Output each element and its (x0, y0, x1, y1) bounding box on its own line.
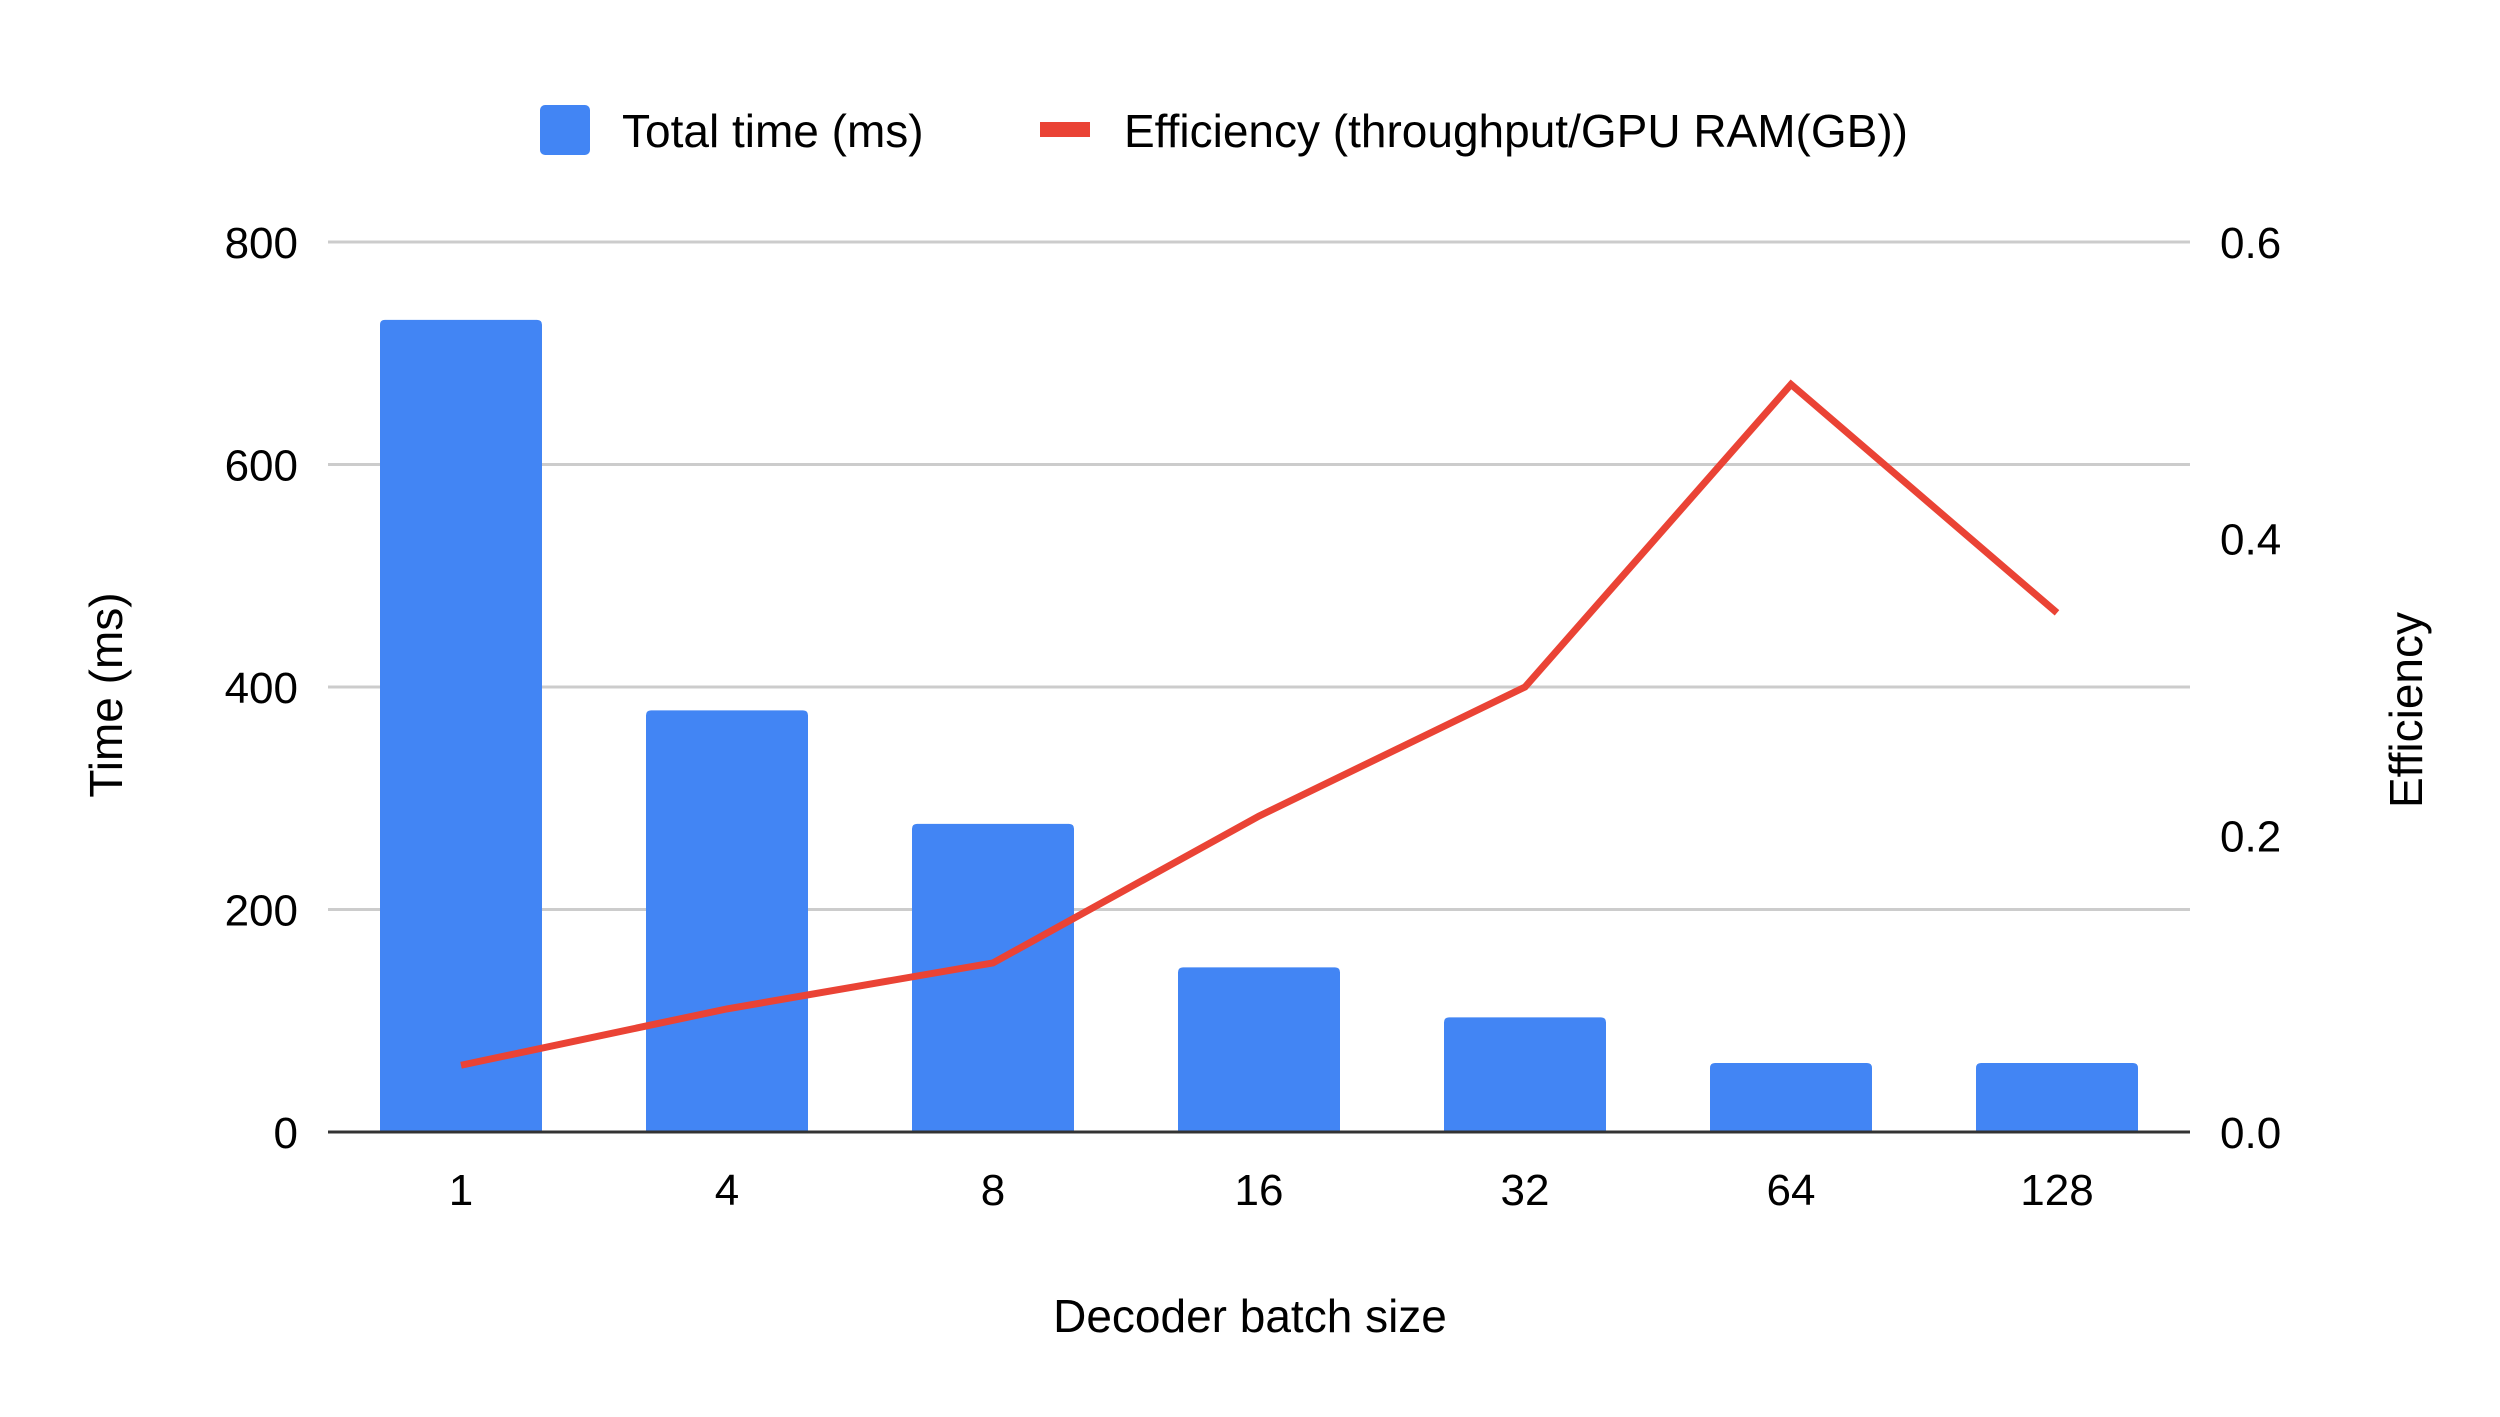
x-tick-label: 1 (449, 1166, 473, 1215)
y-tick-label: 800 (225, 219, 298, 268)
bar-4 (646, 710, 808, 1132)
y2-tick-label: 0.2 (2220, 812, 2281, 861)
bar-64 (1710, 1063, 1872, 1132)
y-axis-ticks: 0 200 400 600 800 (225, 219, 298, 1158)
x-tick-label: 64 (1767, 1166, 1816, 1215)
bar-16 (1178, 967, 1340, 1132)
efficiency-line-layer (460, 379, 2060, 1069)
x-tick-label: 16 (1235, 1166, 1284, 1215)
bar-32 (1444, 1017, 1606, 1132)
legend-swatch-efficiency (1040, 122, 1090, 137)
bars (380, 319, 2138, 1132)
x-axis-ticks: 1 4 8 16 32 64 128 (449, 1166, 2094, 1215)
x-axis-title: Decoder batch size (1053, 1290, 1447, 1342)
legend: Total time (ms) Efficiency (throughput/G… (540, 105, 1908, 157)
legend-label-efficiency: Efficiency (throughput/GPU RAM(GB)) (1124, 105, 1908, 157)
y-tick-label: 0 (274, 1109, 298, 1158)
y-tick-label: 400 (225, 664, 298, 713)
bar-8 (912, 823, 1074, 1132)
legend-swatch-total-time (540, 105, 590, 155)
legend-label-total-time: Total time (ms) (622, 105, 924, 157)
y2-tick-label: 0.6 (2220, 219, 2281, 268)
y2-axis-title: Efficiency (2380, 612, 2432, 808)
y-axis-title: Time (ms) (80, 592, 132, 797)
x-tick-label: 4 (715, 1166, 739, 1215)
y-tick-label: 200 (225, 887, 298, 936)
x-tick-label: 8 (981, 1166, 1005, 1215)
bar-128 (1976, 1063, 2138, 1132)
x-tick-label: 128 (2020, 1166, 2093, 1215)
y2-tick-label: 0.0 (2220, 1109, 2281, 1158)
y2-tick-label: 0.4 (2220, 516, 2281, 565)
y2-axis-ticks: 0.0 0.2 0.4 0.6 (2220, 219, 2281, 1158)
x-tick-label: 32 (1501, 1166, 1550, 1215)
y-tick-label: 600 (225, 442, 298, 491)
bar-1 (380, 319, 542, 1132)
